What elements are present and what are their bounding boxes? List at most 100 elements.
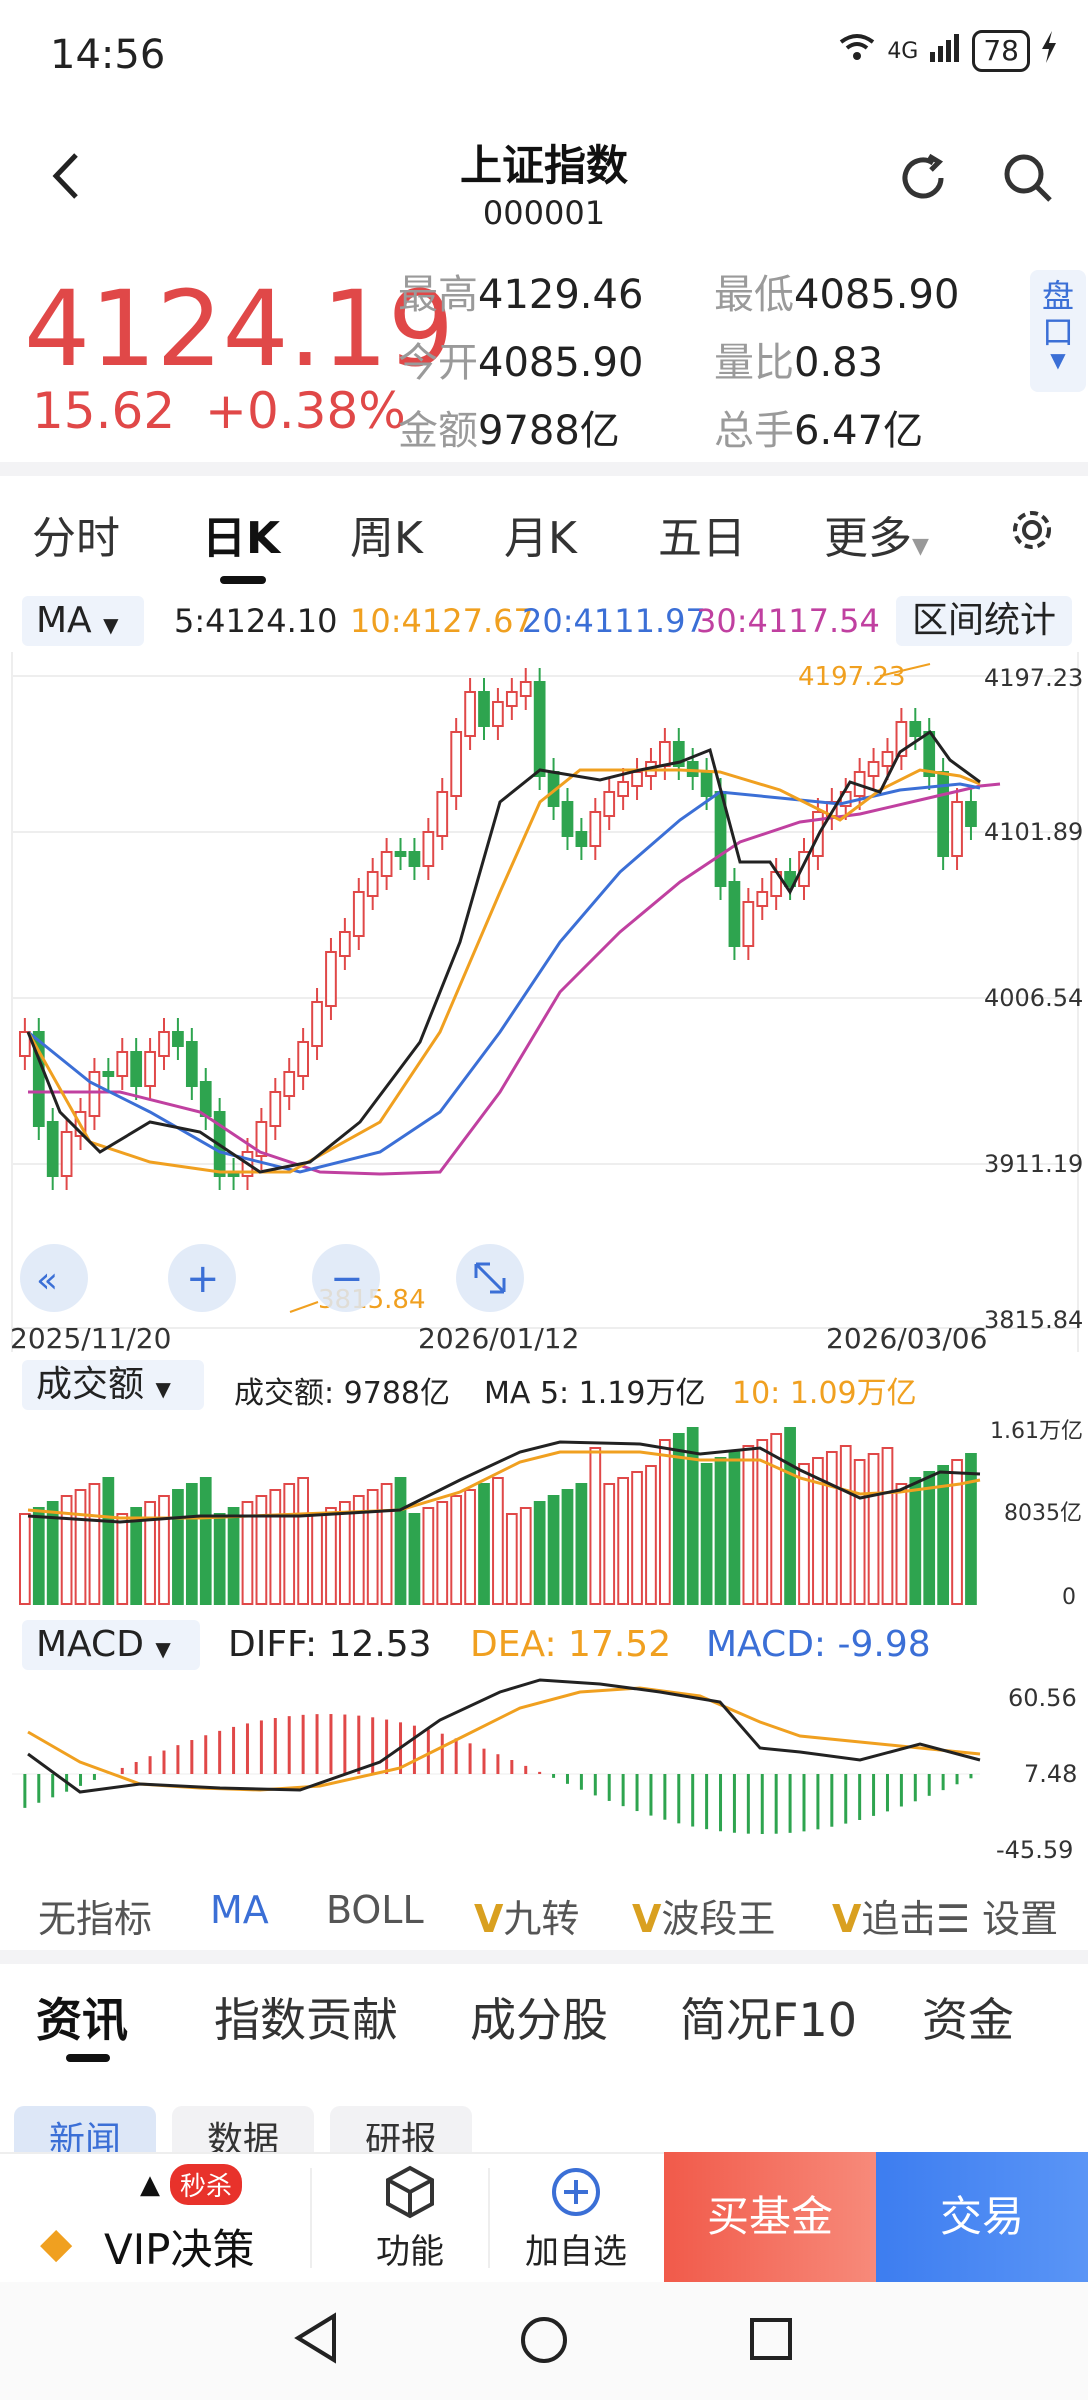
tab-five-day[interactable]: 五日 [658, 513, 746, 564]
indicator-zhuiji[interactable]: V追击 [832, 1888, 932, 1943]
svg-text:«: « [36, 1260, 58, 1301]
macd-selector[interactable]: MACD ▼ [22, 1620, 200, 1670]
indicator-settings-button[interactable]: ☰ 设置 [936, 1888, 1059, 1943]
volume-bar [742, 1445, 755, 1605]
candle [380, 851, 393, 877]
vip-label: VIP决策 [104, 2225, 255, 2274]
indicator-ma[interactable]: MA [210, 1888, 269, 1932]
indicator-boll[interactable]: BOLL [326, 1888, 424, 1932]
circle-home-icon [521, 2317, 567, 2363]
volume-bar [46, 1501, 59, 1605]
divider [310, 2168, 312, 2268]
candle [867, 761, 880, 777]
volume-bar [269, 1489, 282, 1605]
stat-label: 金额 [398, 408, 478, 454]
y-tick: 4101.89 [984, 818, 1083, 846]
zoom-out-button[interactable]: − [312, 1244, 380, 1312]
add-watchlist-button[interactable]: 加自选 [516, 2164, 636, 2273]
signal-icon [928, 32, 962, 70]
candle [185, 1041, 198, 1087]
volume-bar [575, 1483, 588, 1605]
volume-selector[interactable]: 成交额 ▼ [22, 1360, 204, 1410]
diamond-icon: ◆ [40, 2218, 73, 2267]
zoom-in-button[interactable]: + [168, 1244, 236, 1312]
candle [269, 1091, 282, 1127]
volume-bar [728, 1451, 741, 1605]
stat-value: 4129.46 [478, 272, 644, 318]
candle [450, 731, 463, 797]
candle [102, 1071, 115, 1077]
fullscreen-button[interactable] [456, 1244, 524, 1312]
indicator-none[interactable]: 无指标 [38, 1897, 153, 1941]
chart-nav-left-button[interactable]: « [20, 1244, 88, 1312]
ma-selector[interactable]: MA ▼ [22, 596, 144, 646]
tab-index-contribution[interactable]: 指数贡献 [214, 1993, 398, 2047]
vip-button[interactable]: ▲ 秒杀 ◆ VIP决策 [40, 2160, 310, 2280]
x-tick: 2026/03/06 [826, 1322, 987, 1352]
volume-bar [881, 1447, 894, 1605]
range-stats-button[interactable]: 区间统计 [896, 596, 1072, 646]
nav-recents-button[interactable] [748, 2316, 794, 2366]
kline-high-marker [879, 663, 931, 677]
candle [297, 1041, 309, 1077]
tab-constituents[interactable]: 成分股 [470, 1993, 608, 2047]
candle [798, 851, 810, 887]
volume-bar [158, 1495, 170, 1605]
volume-bar [812, 1457, 824, 1605]
caret-down-icon: ▼ [1050, 348, 1066, 372]
ma10-value: 10:4127.67 [350, 602, 534, 640]
volume-ma5-line [27, 1440, 981, 1524]
volume-bars [19, 1427, 977, 1605]
ma30-value: 30:4117.54 [696, 602, 880, 640]
tab-news[interactable]: 资讯 [36, 1993, 128, 2047]
volume-bar [617, 1477, 629, 1605]
tab-monthly-k[interactable]: 月K [504, 513, 577, 564]
candlesticks [19, 668, 977, 1190]
caret-up-icon: ▲ [140, 2170, 160, 2200]
pankou-button[interactable]: 盘口 ▼ [1030, 270, 1086, 392]
refresh-button[interactable] [895, 150, 951, 210]
nav-home-button[interactable] [518, 2314, 570, 2370]
volume-bar [227, 1507, 240, 1605]
stat-total-hands: 总手6.47亿 [714, 398, 923, 456]
candle [895, 721, 908, 757]
settings-list-icon: ☰ [936, 1897, 971, 1941]
tab-daily-k[interactable]: 日K [202, 513, 281, 564]
candle [603, 791, 616, 817]
volume-bar [74, 1489, 87, 1605]
ma20-value: 20:4111.97 [522, 602, 706, 640]
tab-funds[interactable]: 资金 [922, 1993, 1014, 2047]
y-tick: 3911.19 [984, 1150, 1083, 1178]
indicator-boduanwang[interactable]: V波段王 [632, 1888, 775, 1943]
volume-bar [603, 1483, 616, 1605]
volume-bar [241, 1501, 254, 1605]
candle [631, 771, 643, 787]
tab-more[interactable]: 更多▼ [824, 502, 929, 566]
back-button[interactable] [50, 150, 80, 215]
volume-bar [116, 1513, 129, 1605]
volume-bar [700, 1463, 713, 1605]
candle [116, 1051, 129, 1077]
candle [408, 851, 421, 867]
search-button[interactable] [1000, 150, 1056, 210]
buy-fund-button[interactable]: 买基金 [664, 2152, 876, 2282]
kline-chart[interactable]: 4197.23 3815.84 4197.23 4101.89 4006.54 … [0, 652, 1088, 1352]
trade-button[interactable]: 交易 [876, 2152, 1088, 2282]
tab-f10[interactable]: 简况F10 [680, 1993, 857, 2047]
chevron-left-icon [52, 153, 78, 199]
svg-text:+: + [186, 1256, 220, 1302]
volume-bar [88, 1483, 101, 1605]
candle [394, 851, 407, 857]
volume-bar [172, 1489, 184, 1605]
volume-bar [283, 1483, 296, 1605]
indicator-jiuzhuan[interactable]: V九转 [474, 1888, 579, 1943]
y-tick: 7.48 [1024, 1760, 1077, 1788]
function-button[interactable]: 功能 [350, 2164, 470, 2273]
tab-weekly-k[interactable]: 周K [350, 513, 423, 564]
chart-settings-button[interactable] [1008, 506, 1056, 558]
volume-bar [589, 1447, 602, 1605]
tab-intraday[interactable]: 分时 [32, 513, 120, 564]
nav-back-button[interactable] [292, 2312, 340, 2368]
dea-line [27, 1686, 981, 1792]
stat-amount: 金额9788亿 [398, 398, 620, 456]
